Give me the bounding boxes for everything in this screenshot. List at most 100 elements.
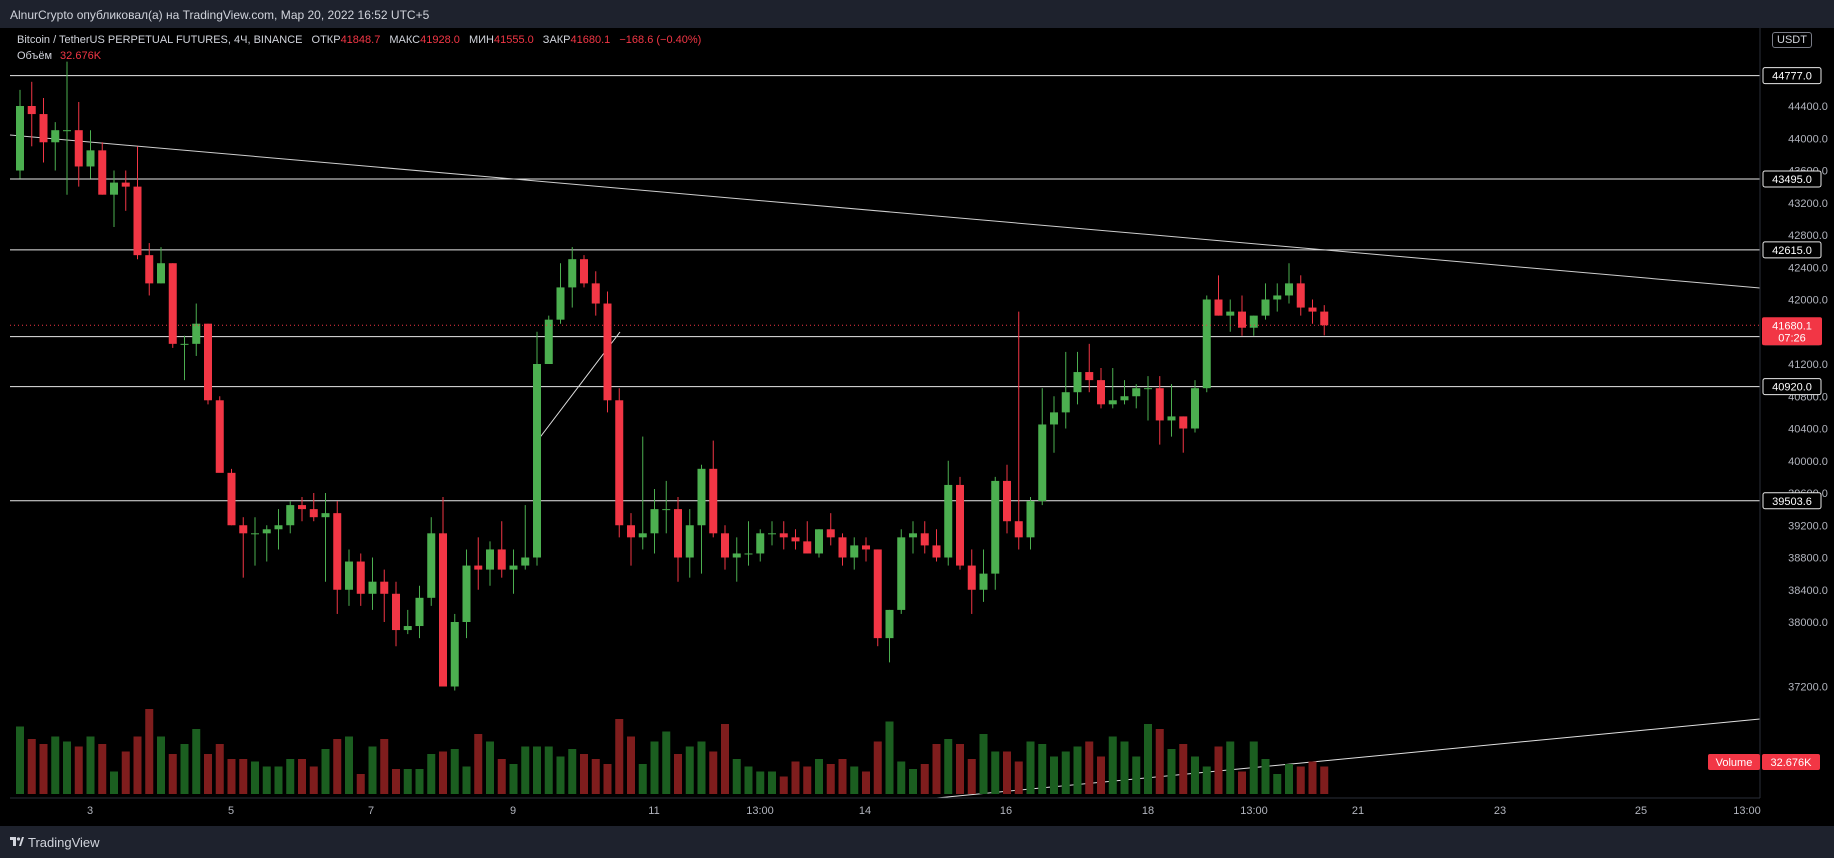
candle-body bbox=[803, 541, 812, 554]
candle-body bbox=[51, 130, 60, 143]
volume-bar bbox=[157, 736, 165, 794]
volume-bar bbox=[321, 749, 330, 794]
candle-body bbox=[838, 537, 847, 558]
time-tick-label: 25 bbox=[1635, 805, 1647, 817]
price-tick-label: 38800.0 bbox=[1788, 553, 1828, 565]
volume-bar bbox=[544, 746, 553, 794]
candle-body bbox=[897, 537, 906, 610]
level-tag-label: 44777.0 bbox=[1772, 71, 1812, 83]
price-tick-label: 38400.0 bbox=[1788, 585, 1828, 597]
volume-bar bbox=[192, 729, 201, 794]
candle-body bbox=[133, 186, 142, 256]
candle-body bbox=[1214, 299, 1223, 316]
candle-body bbox=[298, 505, 306, 510]
candle-body bbox=[815, 529, 823, 554]
candle-body bbox=[979, 573, 988, 590]
candle-body bbox=[356, 561, 365, 594]
volume-bar bbox=[427, 754, 436, 794]
volume-bar bbox=[1273, 774, 1282, 794]
candle-body bbox=[403, 626, 412, 631]
volume-bar bbox=[862, 771, 870, 794]
candle-body bbox=[779, 533, 788, 538]
volume-bar bbox=[333, 739, 342, 794]
price-axis-panel bbox=[1760, 28, 1834, 826]
candle-body bbox=[721, 533, 729, 558]
volume-bar bbox=[180, 744, 189, 794]
candle-body bbox=[1285, 283, 1293, 296]
candle-body bbox=[345, 561, 353, 590]
candle-body bbox=[39, 114, 48, 143]
volume-bar bbox=[533, 746, 541, 794]
volume-bar bbox=[133, 736, 142, 794]
volume-bar bbox=[721, 724, 729, 794]
candle-body bbox=[227, 472, 236, 526]
volume-bar bbox=[1226, 741, 1235, 794]
candle-body bbox=[920, 533, 929, 546]
candle-body bbox=[580, 259, 588, 284]
volume-bar bbox=[309, 766, 318, 794]
candle-body bbox=[756, 533, 765, 554]
volume-bar bbox=[1296, 766, 1305, 794]
volume-bar bbox=[1261, 759, 1270, 794]
price-tick-label: 40000.0 bbox=[1788, 456, 1828, 468]
time-tick-label: 13:00 bbox=[746, 805, 774, 817]
chart-area[interactable]: 37200.038000.038400.038800.039200.039600… bbox=[0, 28, 1834, 826]
volume-bar bbox=[556, 756, 565, 794]
candle-body bbox=[873, 549, 882, 639]
volume-bar bbox=[110, 771, 118, 794]
volume-tag-label: Volume bbox=[1716, 757, 1753, 769]
time-axis-panel bbox=[0, 798, 1834, 826]
volume-value: 32.676K bbox=[60, 50, 102, 62]
candle-body bbox=[1061, 392, 1070, 413]
volume-bar bbox=[168, 754, 177, 794]
volume-bar bbox=[1050, 756, 1058, 794]
volume-bar bbox=[415, 769, 424, 794]
candle-body bbox=[909, 533, 917, 538]
price-tick-label: 43200.0 bbox=[1788, 198, 1828, 210]
time-tick-label: 3 bbox=[87, 805, 93, 817]
candle-body bbox=[568, 259, 577, 288]
candle-body bbox=[333, 513, 342, 590]
level-tag bbox=[1762, 170, 1822, 188]
bottom-bar: TradingView bbox=[0, 826, 1834, 858]
close-label: ЗАКР bbox=[542, 34, 571, 46]
last-price-value: 41680.1 bbox=[1772, 320, 1812, 332]
currency-button[interactable]: USDT bbox=[1772, 32, 1812, 48]
candle-body bbox=[1050, 412, 1058, 425]
time-tick-label: 14 bbox=[859, 805, 871, 817]
price-tick-label: 42000.0 bbox=[1788, 295, 1828, 307]
candle-body bbox=[556, 287, 565, 320]
volume-bar bbox=[286, 759, 295, 794]
level-tag bbox=[1762, 492, 1822, 510]
volume-bar bbox=[1249, 741, 1258, 794]
level-tag-label: 42615.0 bbox=[1772, 245, 1812, 257]
candle-body bbox=[885, 609, 894, 639]
candle-body bbox=[1038, 424, 1047, 502]
candle-body bbox=[956, 484, 964, 566]
candle-body bbox=[638, 533, 647, 538]
candle-body bbox=[967, 565, 976, 590]
candlestick-chart[interactable]: 37200.038000.038400.038800.039200.039600… bbox=[0, 28, 1834, 826]
time-tick-label: 23 bbox=[1494, 805, 1506, 817]
candle-body bbox=[850, 545, 859, 558]
volume-bar bbox=[39, 744, 48, 794]
candle-body bbox=[533, 364, 541, 558]
volume-bar bbox=[580, 754, 588, 794]
high-label: МАКС bbox=[389, 34, 421, 46]
candle-body bbox=[380, 581, 389, 594]
tradingview-logo[interactable]: TradingView bbox=[10, 835, 100, 850]
candle-body bbox=[321, 513, 330, 518]
price-tick-label: 42800.0 bbox=[1788, 230, 1828, 242]
volume-bar bbox=[274, 766, 283, 794]
volume-bar bbox=[627, 736, 635, 794]
volume-bar bbox=[1144, 724, 1152, 794]
tradingview-logo-icon bbox=[10, 837, 24, 846]
volume-bar bbox=[215, 744, 224, 794]
candle-body bbox=[509, 565, 518, 570]
volume-bar bbox=[885, 721, 894, 794]
candle-body bbox=[1026, 501, 1035, 538]
volume-bar bbox=[368, 746, 377, 794]
candle-body bbox=[1179, 416, 1188, 429]
candle-body bbox=[1226, 311, 1235, 316]
volume-bar bbox=[227, 759, 236, 794]
